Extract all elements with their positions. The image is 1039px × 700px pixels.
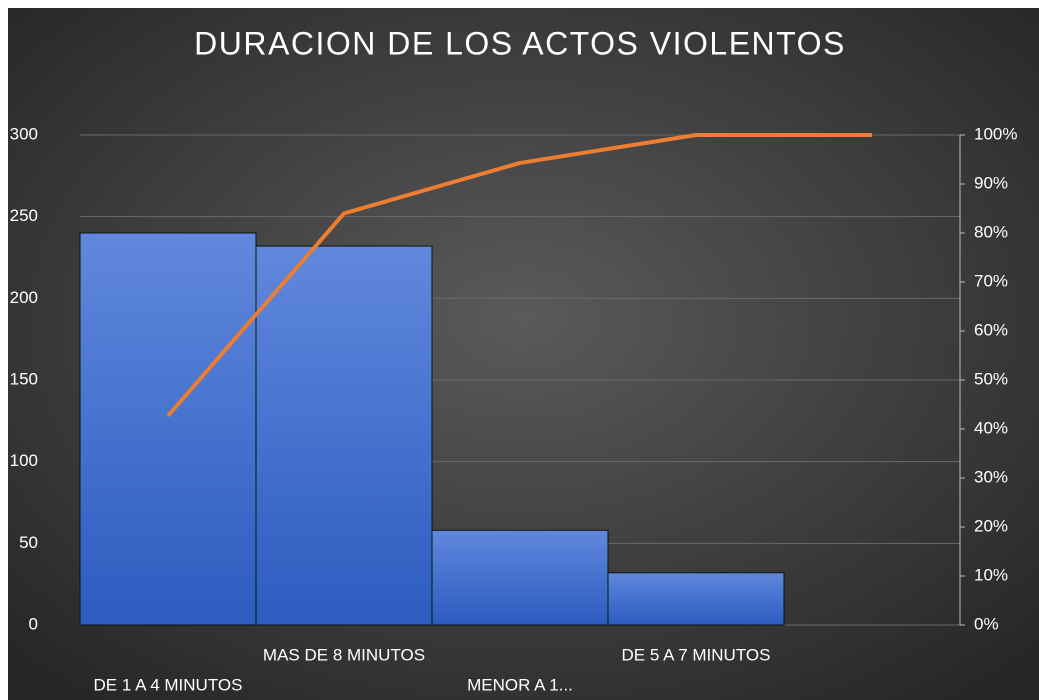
bar [255, 245, 433, 626]
chart-title: DURACION DE LOS ACTOS VIOLENTOS [194, 25, 846, 61]
y2-tick-label: 30% [974, 467, 1008, 486]
y-tick-label: 0 [29, 614, 38, 633]
y-tick-label: 300 [10, 124, 38, 143]
y-tick-label: 100 [10, 451, 38, 470]
y2-tick-label: 10% [974, 565, 1008, 584]
bar [79, 232, 257, 626]
y-tick-label: 200 [10, 288, 38, 307]
x-tick-label: MAS DE 8 MINUTOS [263, 645, 425, 664]
x-tick-label: DE 5 A 7 MINUTOS [622, 645, 771, 664]
y-tick-label: 50 [19, 533, 38, 552]
bar [607, 572, 785, 626]
y2-tick-label: 80% [974, 222, 1008, 241]
y-tick-label: 150 [10, 369, 38, 388]
y2-tick-label: 90% [974, 173, 1008, 192]
y2-tick-label: 60% [974, 320, 1008, 339]
y-tick-label: 250 [10, 206, 38, 225]
y2-tick-label: 100% [974, 124, 1017, 143]
cumulative-line [166, 133, 872, 418]
y2-tick-label: 40% [974, 418, 1008, 437]
y2-tick-label: 50% [974, 369, 1008, 388]
x-tick-label: MENOR A 1... [467, 675, 573, 694]
y2-tick-label: 20% [974, 516, 1008, 535]
y2-tick-label: 70% [974, 271, 1008, 290]
bar [431, 529, 609, 626]
y2-tick-label: 0% [974, 614, 999, 633]
x-tick-label: DE 1 A 4 MINUTOS [94, 675, 243, 694]
